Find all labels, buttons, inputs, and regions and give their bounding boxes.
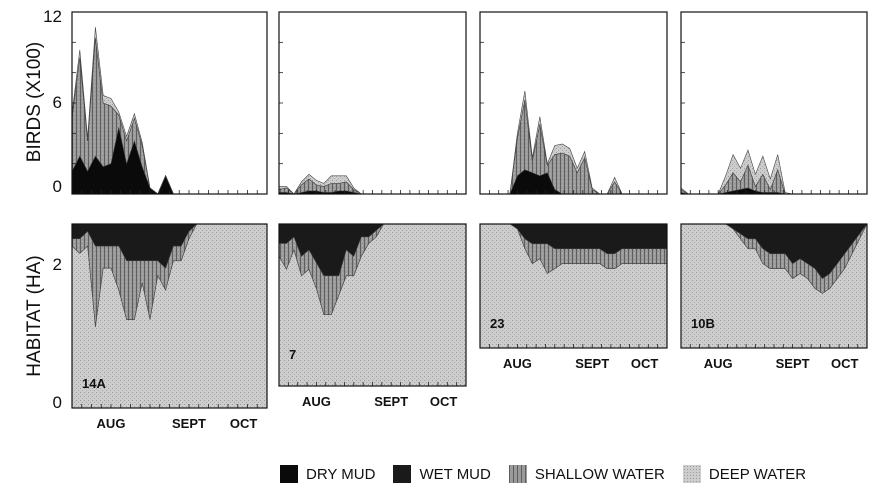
unit-label: 7 — [289, 347, 296, 362]
plot-frame — [680, 11, 868, 195]
habitat-panel: AUG SEPT OCT 14A — [71, 223, 268, 431]
month-label: SEPT — [172, 416, 206, 431]
plot-background — [681, 12, 867, 194]
plot-frame — [479, 223, 668, 349]
birds-axis-title: BIRDS (X100) — [24, 42, 45, 162]
plot-frame — [278, 11, 467, 195]
habitat-y-tick: 2 — [53, 255, 62, 274]
unit-label: 23 — [490, 316, 504, 331]
birds-y-tick: 6 — [53, 93, 62, 112]
legend-item-shallow-water: SHALLOW WATER — [508, 465, 665, 483]
month-label: AUG — [97, 416, 126, 431]
legend-item-deep-water: DEEP WATER — [682, 465, 807, 483]
unit-label: 14A — [82, 376, 106, 391]
plots: AUG SEPT OCT 14A AUG SEPT OCT 7 AUG SEPT OCT 23 AUG S… — [71, 11, 868, 431]
legend-label: SHALLOW WATER — [534, 465, 665, 483]
legend: DRY MUD WET MUD SHALLOW WATER DEEP WATER — [280, 462, 824, 486]
month-label: SEPT — [374, 394, 408, 409]
wet-mud-swatch — [393, 465, 412, 483]
habitat-panel: AUG SEPT OCT 10B — [680, 223, 868, 371]
habitat-y-tick: 0 — [53, 393, 62, 412]
legend-item-dry-mud: DRY MUD — [280, 465, 375, 483]
shallow-water-swatch — [508, 465, 527, 483]
month-label: OCT — [430, 394, 458, 409]
legend-label: DEEP WATER — [708, 465, 807, 483]
month-label: AUG — [704, 356, 733, 371]
dry-mud-swatch — [280, 465, 298, 483]
month-label: SEPT — [776, 356, 810, 371]
month-label: OCT — [230, 416, 258, 431]
birds-panel — [680, 11, 868, 195]
plot-frame — [680, 223, 868, 349]
legend-label: DRY MUD — [306, 465, 376, 483]
deep-area — [480, 90, 667, 195]
plot-frame — [71, 11, 268, 195]
month-label: AUG — [302, 394, 331, 409]
unit-label: 10B — [691, 316, 715, 331]
birds-y-tick: 0 — [53, 177, 62, 196]
month-label: AUG — [503, 356, 532, 371]
birds-y-tick: 12 — [43, 7, 62, 26]
legend-item-wet-mud: WET MUD — [393, 465, 491, 483]
habitat-panel: AUG SEPT OCT 7 — [278, 223, 467, 409]
plot-frame — [479, 11, 668, 195]
plot-frame — [278, 223, 467, 387]
month-label: SEPT — [575, 356, 609, 371]
legend-label: WET MUD — [419, 465, 491, 483]
month-label: OCT — [631, 356, 659, 371]
habitat-axis-title: HABITAT (HA) — [24, 255, 45, 376]
plot-frame — [71, 223, 268, 409]
birds-panel — [71, 11, 268, 195]
birds-panel — [479, 11, 668, 195]
plot-background — [279, 12, 466, 194]
birds-panel — [278, 11, 467, 195]
habitat-panel: AUG SEPT OCT 23 — [479, 223, 668, 371]
figure: BIRDS (X100) HABITAT (HA) 12 6 0 2 0 AUG… — [24, 7, 868, 431]
month-label: OCT — [831, 356, 859, 371]
deep-water-swatch — [682, 465, 701, 483]
